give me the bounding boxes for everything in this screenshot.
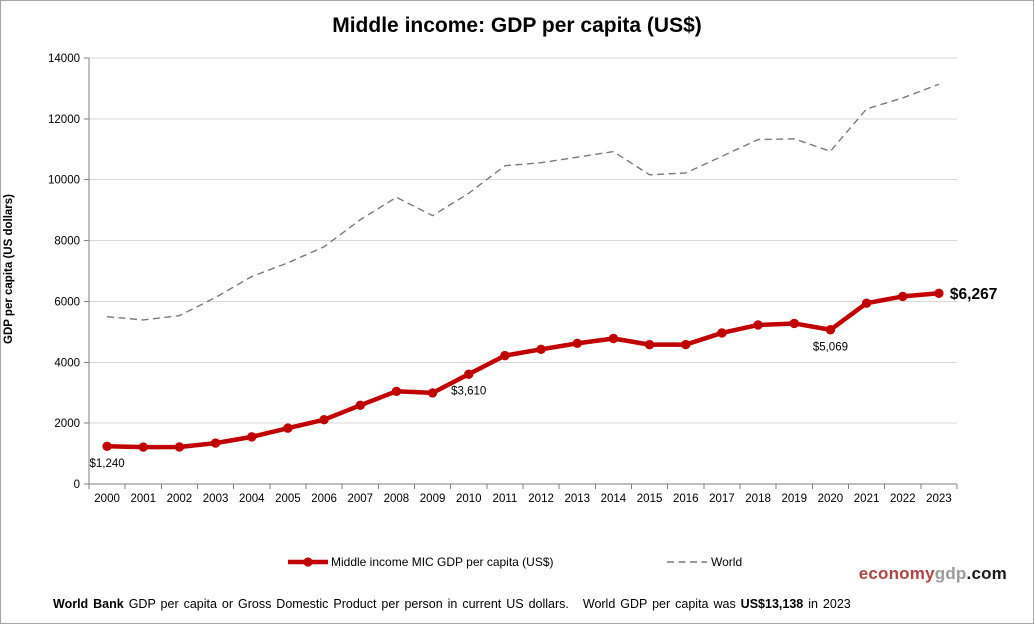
source-note: World Bank GDP per capita or Gross Domes… [53,597,851,611]
x-tick-label: 2011 [493,493,518,505]
mic-marker [825,325,836,335]
mic-marker [861,298,872,308]
x-tick-label: 2020 [818,493,844,505]
y-tick-label: 14000 [48,53,80,65]
x-tick-label: 2022 [890,493,916,505]
x-tick-label: 2008 [384,493,410,505]
x-tick-label: 2013 [564,493,590,505]
legend: Middle income MIC GDP per capita (US$) W… [1,553,1033,571]
mic-marker [391,386,402,396]
mic-marker [283,423,293,433]
mic-marker [319,414,329,425]
x-tick-label: 2002 [167,493,193,505]
mic-marker [174,442,185,452]
x-tick-label: 2014 [601,493,627,505]
x-tick-label: 2016 [673,493,699,505]
world-note-value: US$13,138 [740,597,804,611]
world-line [107,83,940,321]
x-tick-label: 2006 [311,493,337,505]
logo-com-text: .com [966,564,1007,583]
x-tick-label: 2003 [203,493,229,505]
x-tick-label: 2009 [420,493,446,505]
logo-economy-text: economy [858,564,935,583]
x-tick-label: 2012 [528,493,554,505]
mic-marker [898,291,908,302]
x-tick-label: 2000 [94,493,120,505]
x-tick-label: 2017 [709,493,735,505]
mic-marker [717,328,727,338]
y-tick-label: 8000 [54,236,80,248]
chart-title: Middle income: GDP per capita (US$) [332,14,702,37]
mic-marker [608,333,619,344]
annotation-label: $6,267 [950,286,997,303]
y-tick-label: 2000 [54,418,80,430]
mic-marker [753,320,763,330]
mic-marker [572,338,582,349]
world-note-suffix: in 2023 [803,597,851,611]
x-tick-label: 2004 [239,493,265,505]
mic-marker [644,339,655,350]
legend-item-mic: Middle income MIC GDP per capita (US$) [287,553,554,571]
x-tick-label: 2019 [781,493,807,505]
mic-marker [536,344,546,354]
world-line-swatch-icon [667,561,707,563]
mic-marker [464,369,474,379]
y-tick-label: 4000 [54,357,80,369]
x-tick-label: 2021 [854,493,880,505]
mic-marker [102,441,112,451]
mic-marker [247,432,257,442]
annotation-label: $5,069 [813,341,848,353]
mic-marker [934,288,944,299]
x-tick-label: 2001 [130,493,156,505]
mic-marker [500,350,510,361]
x-tick-label: 2005 [275,493,301,505]
x-tick-label: 2007 [347,493,373,505]
y-tick-label: 10000 [48,175,80,187]
world-note-prefix: World GDP per capita was [582,597,741,611]
annotation-label: $3,610 [451,386,486,398]
mic-marker [789,318,799,329]
legend-item-world: World [667,553,742,571]
source-name: World Bank [53,597,124,611]
plot-area: 0 2000 4000 6000 8000 10000 12000 14000 2000 2001… [48,53,997,505]
y-tick-label: 0 [74,479,80,491]
logo-gdp-text: gdp [934,564,967,583]
mic-marker [138,442,148,452]
mic-marker [427,388,438,398]
x-tick-label: 2018 [745,493,771,505]
mic-marker [681,339,691,350]
mic-marker [210,438,221,448]
source-description: GDP per capita or Gross Domestic Product… [123,597,569,611]
mic-marker [355,400,365,411]
site-logo[interactable]: economygdp.com [859,564,1007,584]
mic-line [104,291,942,450]
mic-line-swatch-icon [288,557,328,567]
legend-label-mic: Middle income MIC GDP per capita (US$) [331,555,554,569]
x-tick-label: 2010 [456,493,482,505]
annotation-label: $1,240 [89,458,124,470]
y-tick-label: 12000 [48,114,80,126]
x-tick-label: 2023 [926,493,952,505]
x-tick-label: 2015 [637,493,663,505]
y-tick-label: 6000 [54,296,80,308]
legend-label-world: World [711,555,743,569]
